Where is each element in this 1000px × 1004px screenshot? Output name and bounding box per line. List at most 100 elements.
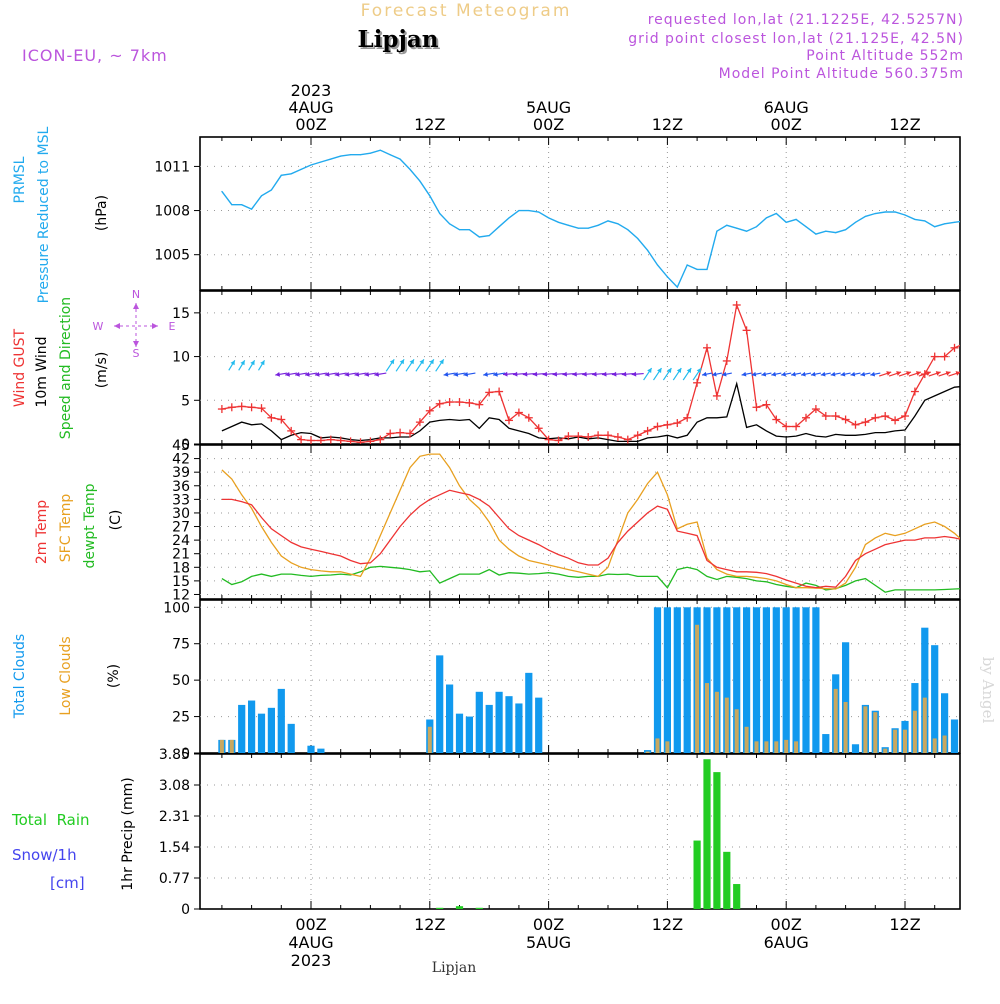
wind-arrow xyxy=(425,358,435,372)
gust-marker xyxy=(505,416,513,425)
wind-ytick-label: 0 xyxy=(181,437,190,453)
pressure-point xyxy=(251,208,253,210)
bottom-time-label: 00Z xyxy=(295,915,326,934)
low-cloud-bar xyxy=(784,739,789,753)
pressure-ytick-label: 1008 xyxy=(154,204,190,220)
pressure-ytick-label: 1005 xyxy=(154,248,190,264)
gust-marker xyxy=(346,437,355,444)
watermark: by Angel xyxy=(979,657,997,724)
top-time-label: 12Z xyxy=(414,115,445,134)
wind-arrow xyxy=(542,371,555,377)
wind-arrow xyxy=(741,371,752,377)
pressure-point xyxy=(449,223,451,225)
pressure-point xyxy=(825,230,827,232)
pressure-plot-area xyxy=(221,149,960,289)
wind-arrow xyxy=(304,371,318,377)
gust-marker xyxy=(613,433,622,442)
gust-marker xyxy=(831,412,840,421)
low-cloud-bar xyxy=(695,624,700,753)
wind-arrow xyxy=(238,360,246,371)
gust-marker xyxy=(406,429,414,438)
bottom-time-label: 6AUG xyxy=(764,933,809,952)
compass-n: N xyxy=(132,288,140,301)
total-cloud-bar xyxy=(307,745,315,753)
precip-ytick-label: 0 xyxy=(181,902,190,918)
gust-marker xyxy=(722,356,731,365)
pressure-labels: PRMSL Pressure Reduced to MSL (hPa) xyxy=(12,126,110,303)
precip-unit: 1hr Precip (mm) xyxy=(120,777,136,890)
gust-marker xyxy=(841,415,850,424)
pressure-point xyxy=(795,218,797,220)
pressure-point xyxy=(934,226,936,228)
total-cloud-bar xyxy=(436,655,444,753)
pressure-point xyxy=(627,229,629,231)
bottom-time-label: 12Z xyxy=(414,915,445,934)
wind-arrow xyxy=(415,358,425,372)
pressure-point xyxy=(894,211,896,213)
wind-arrow xyxy=(324,371,337,377)
low-cloud-bar xyxy=(863,706,868,753)
wind-arrow xyxy=(611,371,624,377)
low-cloud-bar xyxy=(942,735,947,753)
total-cloud-bar xyxy=(941,693,949,753)
pressure-point xyxy=(359,154,362,156)
wind-arrow xyxy=(463,371,476,377)
gust-marker xyxy=(712,391,721,400)
wind-label-3: Speed and Direction xyxy=(58,297,74,439)
total-cloud-bar xyxy=(673,607,681,753)
wind-arrow xyxy=(830,371,841,377)
gust-marker xyxy=(811,405,820,414)
total-cloud-bar xyxy=(465,716,473,753)
total-cloud-bar xyxy=(495,691,503,753)
gust-marker xyxy=(475,400,484,409)
low-cloud-bar xyxy=(724,697,729,753)
pressure-point xyxy=(944,223,946,225)
bottom-time-label: 12Z xyxy=(652,915,683,934)
pressure-point xyxy=(429,195,431,197)
wind-arrow xyxy=(692,367,702,381)
pressure-point xyxy=(785,221,787,223)
gust-marker xyxy=(594,431,603,440)
gust-marker xyxy=(910,387,919,396)
low-cloud-bar xyxy=(764,741,769,753)
low-cloud-bar xyxy=(734,709,739,753)
wind-labels: Wind GUST 10m Wind Speed and Direction (… xyxy=(12,288,176,439)
pressure-point xyxy=(726,224,728,226)
pressure-point xyxy=(290,173,292,175)
rain-bar xyxy=(733,884,741,909)
rain-bar xyxy=(475,907,483,909)
wind-arrow xyxy=(275,371,288,377)
pressure-point xyxy=(458,229,461,231)
gust-marker xyxy=(901,412,909,421)
wind-arrow xyxy=(879,371,892,377)
precip-frame xyxy=(199,753,961,910)
wind-arrow xyxy=(860,371,871,377)
bottom-time-label: 00Z xyxy=(771,915,802,934)
precip-ytick-label: 2.31 xyxy=(159,809,190,825)
wind-arrow xyxy=(405,358,415,372)
gust-marker xyxy=(782,422,791,431)
wind-arrow xyxy=(601,371,615,377)
gust-marker xyxy=(257,404,266,413)
temp-labels: 2m Temp SFC Temp dewpt Temp (C) xyxy=(34,483,124,568)
clouds-label-2: Low Clouds xyxy=(58,636,74,715)
gust-marker xyxy=(653,422,662,431)
gust-marker xyxy=(772,415,781,424)
wind-unit: (m/s) xyxy=(94,352,110,389)
total-cloud-bar xyxy=(277,688,285,753)
total-cloud-bar xyxy=(485,704,493,753)
pressure-point xyxy=(468,229,470,231)
gust-marker xyxy=(930,352,939,361)
pressure-point xyxy=(746,230,748,232)
footer-location: Lipjan xyxy=(432,960,476,976)
gust-marker xyxy=(940,352,949,361)
wind-arrow xyxy=(948,371,960,377)
wind-arrow xyxy=(928,371,941,377)
gust-marker xyxy=(415,418,424,427)
pressure-point xyxy=(330,158,332,160)
bottom-time-label: 2023 xyxy=(291,951,332,970)
gust-marker xyxy=(386,429,395,438)
gust-marker xyxy=(534,424,543,433)
